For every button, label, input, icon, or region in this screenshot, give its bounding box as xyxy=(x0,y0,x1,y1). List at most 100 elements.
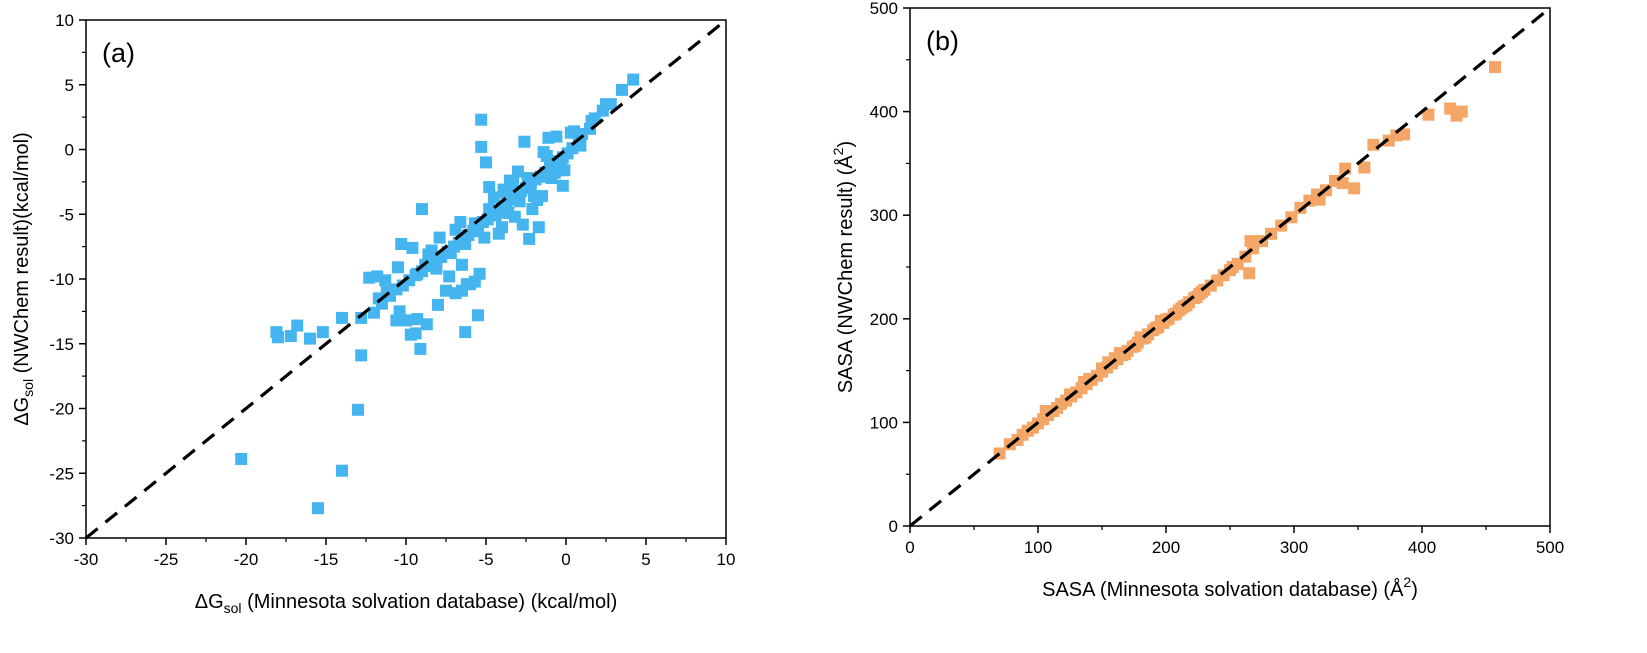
panel-b-x-tick-label: 100 xyxy=(1024,538,1052,557)
panel-a-data-point xyxy=(440,284,452,297)
panel-a-data-point xyxy=(483,181,496,194)
panel-a-data-point xyxy=(526,203,539,216)
panel-a-data-point xyxy=(468,275,481,288)
panel-b-y-tick-label: 0 xyxy=(889,517,898,536)
panel-a-data-point xyxy=(432,298,444,311)
panel-a-data-point xyxy=(304,332,316,345)
panel-b-data-point xyxy=(1134,331,1147,344)
panel-a-y-tick-label: -15 xyxy=(49,335,74,354)
panel-a-x-tick-label: -20 xyxy=(234,550,259,569)
panel-b-reference-line xyxy=(908,6,1552,528)
panel-a-data-point xyxy=(523,232,536,245)
panel-a-data-point xyxy=(627,73,640,86)
panel-b-data-point xyxy=(1226,261,1239,273)
panel-a-y-axis-title: ΔGsol (NWChem result)(kcal/mol) xyxy=(11,132,36,426)
panel-a-data-point xyxy=(312,502,324,515)
panel-a-data-point xyxy=(475,113,488,126)
panel-a-data-point xyxy=(459,326,472,339)
panel-a-x-tick-label: 10 xyxy=(717,550,736,569)
panel-a-data-point xyxy=(416,203,428,216)
panel-a-data-point xyxy=(475,140,488,153)
panel-b-data-point xyxy=(1313,193,1326,206)
panel-a-y-tick-label: -30 xyxy=(49,529,74,548)
panel-b-y-tick-label: 200 xyxy=(870,310,898,329)
panel-a-data-point xyxy=(449,287,462,300)
panel-b-x-tick-label: 500 xyxy=(1536,538,1564,557)
panel-a-y-tick-label: -25 xyxy=(49,464,74,483)
panel-a-data-point xyxy=(585,115,598,127)
panel-a-data-point xyxy=(316,326,329,339)
panel-a-data-point xyxy=(355,349,368,362)
panel-a-data-point xyxy=(521,172,534,184)
panel-b-data-point xyxy=(1422,108,1435,121)
panel-a-data-point xyxy=(537,146,550,159)
panel-a-data-point xyxy=(406,241,419,254)
panel-a-data-point xyxy=(284,330,297,342)
panel-b-y-tick-label: 300 xyxy=(870,206,898,225)
panel-a-data-point xyxy=(355,311,368,324)
panel-a-data-point xyxy=(454,216,467,228)
panel-a-data-point xyxy=(472,309,484,322)
panel-b-data-point xyxy=(1113,347,1126,359)
panel-b-x-axis-title: SASA (Minnesota solvation database) (Å2) xyxy=(1042,574,1418,601)
panel-a-data-point xyxy=(574,139,587,152)
panel-b-y-tick-label: 100 xyxy=(870,413,898,432)
panel-b-scatter-chart: 0 100 200 300 400 500 0 100 200 300 400 500 SASA (Mi… xyxy=(830,0,1564,601)
panel-b-data-point xyxy=(1154,314,1167,327)
panel-a-data-point xyxy=(478,231,491,244)
panel-a-data-point xyxy=(568,125,580,138)
panel-a-data-point xyxy=(433,231,446,244)
panel-a-y-tick-label: 5 xyxy=(65,76,74,95)
panel-a-data-point xyxy=(368,306,380,319)
panel-a-x-tick-label: -25 xyxy=(154,550,179,569)
panel-a-data-point xyxy=(532,221,545,234)
panel-a-data-point xyxy=(488,191,500,204)
panel-a-data-point xyxy=(512,165,524,178)
panel-b-data-point xyxy=(1398,128,1411,141)
panel-a-y-tick-label: -20 xyxy=(49,400,74,419)
panel-a-data-point xyxy=(414,342,427,355)
panel-a-data-point xyxy=(336,311,348,324)
panel-a-data-point xyxy=(291,319,304,332)
panel-a-data-point xyxy=(553,164,566,177)
panel-a-data-point xyxy=(542,131,555,144)
panel-a-data-point xyxy=(272,331,284,344)
panel-a-x-tick-label: 0 xyxy=(561,550,570,569)
panel-b-x-tick-label: 400 xyxy=(1408,538,1436,557)
panel-b-x-tick-label: 0 xyxy=(905,538,914,557)
panel-b-data-point xyxy=(1348,182,1361,195)
panel-a-label: (a) xyxy=(102,38,135,68)
panel-a-data-point xyxy=(379,274,392,287)
panel-b-data-point xyxy=(1078,376,1091,388)
panel-a-data-point xyxy=(409,327,422,340)
panel-a-data-point xyxy=(459,238,472,250)
panel-a-data-point xyxy=(393,305,406,318)
panel-a-x-axis-title: ΔGsol (Minnesota solvation database) (kc… xyxy=(195,591,618,616)
panel-a-data-point xyxy=(480,156,492,169)
panel-b-y-axis-title: SASA (NWChem result) (Å2) xyxy=(830,141,857,393)
panel-a-data-point xyxy=(616,83,628,96)
panel-a-data-point xyxy=(508,210,521,223)
panel-a-data-point xyxy=(444,247,457,260)
panel-a-data-point xyxy=(395,238,408,250)
panel-a-y-tick-label: -5 xyxy=(59,205,74,224)
panel-b-data-point xyxy=(1096,362,1108,375)
panel-a-x-tick-label: -15 xyxy=(314,550,339,569)
panel-a-y-tick-label: -10 xyxy=(49,270,74,289)
panel-b-data-point xyxy=(1455,105,1468,118)
panel-a-data-point xyxy=(499,186,512,199)
panel-a-data-point xyxy=(392,261,404,274)
panel-a-data-point xyxy=(504,174,516,187)
panel-a-data-point xyxy=(363,271,376,284)
panel-b-data-point xyxy=(1243,267,1256,280)
panel-a-data-point xyxy=(518,135,531,148)
panel-b-label: (b) xyxy=(926,26,959,56)
panel-a-data-point xyxy=(235,453,248,465)
panel-a-x-tick-label: -30 xyxy=(74,550,99,569)
panel-a-data-point xyxy=(600,98,612,111)
panel-a-reference-line xyxy=(84,18,728,540)
panel-a-data-point xyxy=(420,318,433,331)
panel-a-data-point xyxy=(513,195,526,208)
panel-a-data-point xyxy=(352,403,364,416)
